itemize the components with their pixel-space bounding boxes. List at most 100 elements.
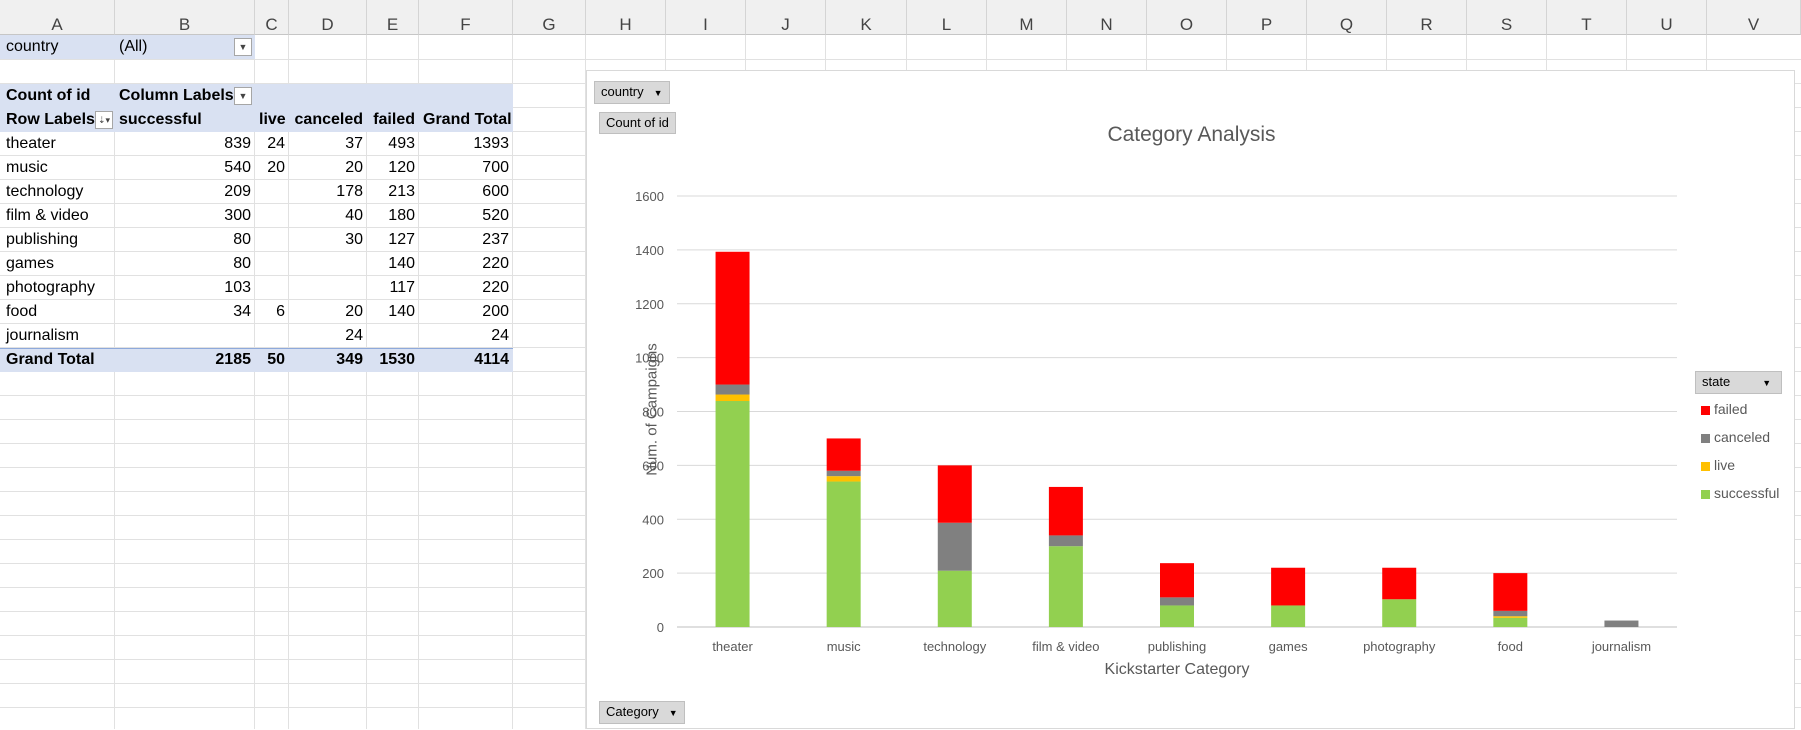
- column-header-I[interactable]: I: [666, 0, 746, 35]
- pivot-cell-successful[interactable]: 209: [224, 183, 251, 200]
- pivot-cell-live[interactable]: 20: [267, 159, 285, 176]
- bar-successful[interactable]: [1382, 599, 1417, 627]
- pivot-cell-live[interactable]: [255, 276, 289, 300]
- bar-successful[interactable]: [1271, 605, 1306, 627]
- pivot-cell-total[interactable]: 24: [491, 327, 509, 344]
- grand-total-label[interactable]: Grand Total: [6, 351, 95, 368]
- column-header-A[interactable]: A: [0, 0, 115, 35]
- legend-item-canceled[interactable]: canceled: [1701, 429, 1770, 445]
- pivot-cell-canceled[interactable]: 20: [345, 303, 363, 320]
- column-header-B[interactable]: B: [115, 0, 255, 35]
- pivot-cell-failed[interactable]: 213: [388, 183, 415, 200]
- bar-canceled[interactable]: [1048, 535, 1083, 547]
- column-header-D[interactable]: D: [289, 0, 367, 35]
- column-header-S[interactable]: S: [1467, 0, 1547, 35]
- bar-successful[interactable]: [1160, 605, 1194, 627]
- column-header-V[interactable]: V: [1707, 0, 1801, 35]
- bar-successful[interactable]: [1493, 617, 1528, 627]
- pivot-cell-canceled[interactable]: 37: [345, 135, 363, 152]
- column-header-E[interactable]: E: [367, 0, 419, 35]
- category-chart[interactable]: country ▼ Count of id Category Analysis N…: [586, 70, 1795, 729]
- column-header-J[interactable]: J: [746, 0, 826, 35]
- pivot-cell-live[interactable]: [255, 324, 289, 348]
- pivot-cell-canceled[interactable]: 24: [345, 327, 363, 344]
- column-header-H[interactable]: H: [586, 0, 666, 35]
- bar-failed[interactable]: [826, 438, 861, 471]
- bar-successful[interactable]: [1048, 546, 1083, 627]
- column-header-M[interactable]: M: [987, 0, 1067, 35]
- pivot-cell-live[interactable]: [255, 228, 289, 252]
- bar-failed[interactable]: [1271, 567, 1306, 606]
- bar-live[interactable]: [1493, 616, 1528, 618]
- pivot-cell-failed[interactable]: 120: [388, 159, 415, 176]
- column-header-L[interactable]: L: [907, 0, 987, 35]
- pivot-cell-total[interactable]: 200: [482, 303, 509, 320]
- bar-failed[interactable]: [1493, 573, 1528, 611]
- country-field-button[interactable]: country ▼: [594, 81, 670, 104]
- pivot-cell-canceled[interactable]: [289, 252, 367, 276]
- pivot-cell-canceled[interactable]: 178: [336, 183, 363, 200]
- pivot-row-label[interactable]: theater: [6, 135, 56, 152]
- column-header-N[interactable]: N: [1067, 0, 1147, 35]
- pivot-cell-canceled[interactable]: 40: [345, 207, 363, 224]
- pivot-cell-failed[interactable]: [367, 324, 419, 348]
- pivot-cell-live[interactable]: 6: [276, 303, 285, 320]
- grand-total-canceled[interactable]: 349: [336, 351, 363, 368]
- pivot-cell-total[interactable]: 1393: [473, 135, 509, 152]
- pivot-row-label[interactable]: technology: [6, 183, 84, 200]
- pivot-cell-successful[interactable]: 540: [224, 159, 251, 176]
- legend-item-live[interactable]: live: [1701, 457, 1735, 473]
- pivot-cell-live[interactable]: [255, 204, 289, 228]
- column-labels-dropdown-icon[interactable]: ▼: [234, 87, 252, 105]
- bar-failed[interactable]: [715, 251, 750, 385]
- column-header-T[interactable]: T: [1547, 0, 1627, 35]
- filter-value[interactable]: (All): [119, 38, 148, 55]
- pivot-cell-failed[interactable]: 140: [388, 255, 415, 272]
- pivot-row-label[interactable]: games: [6, 255, 55, 272]
- bar-live[interactable]: [826, 476, 861, 482]
- pivot-cell-live[interactable]: [255, 180, 289, 204]
- value-field-button[interactable]: Count of id: [599, 112, 676, 134]
- pivot-row-label[interactable]: photography: [6, 279, 95, 296]
- pivot-cell-live[interactable]: 24: [267, 135, 285, 152]
- grand-total-successful[interactable]: 2185: [215, 351, 251, 368]
- bar-failed[interactable]: [1160, 563, 1194, 598]
- bar-canceled[interactable]: [826, 470, 861, 477]
- pivot-row-label[interactable]: journalism: [6, 327, 79, 344]
- pivot-cell-total[interactable]: 220: [482, 279, 509, 296]
- bar-canceled[interactable]: [1160, 597, 1194, 606]
- column-header-Q[interactable]: Q: [1307, 0, 1387, 35]
- pivot-cell-successful[interactable]: 80: [233, 255, 251, 272]
- category-field-button[interactable]: Category ▼: [599, 701, 685, 724]
- pivot-cell-successful[interactable]: 103: [224, 279, 251, 296]
- bar-successful[interactable]: [826, 481, 861, 627]
- pivot-cell-failed[interactable]: 180: [388, 207, 415, 224]
- pivot-cell-successful[interactable]: 839: [224, 135, 251, 152]
- column-header-P[interactable]: P: [1227, 0, 1307, 35]
- bar-live[interactable]: [715, 394, 750, 401]
- pivot-cell-total[interactable]: 700: [482, 159, 509, 176]
- pivot-row-label[interactable]: film & video: [6, 207, 89, 224]
- filter-dropdown-icon[interactable]: ▼: [234, 38, 252, 56]
- grand-total-live[interactable]: 50: [267, 351, 285, 368]
- pivot-cell-live[interactable]: [255, 252, 289, 276]
- bar-canceled[interactable]: [1493, 610, 1528, 617]
- pivot-cell-failed[interactable]: 127: [388, 231, 415, 248]
- pivot-row-label[interactable]: music: [6, 159, 48, 176]
- grand-total-failed[interactable]: 1530: [379, 351, 415, 368]
- pivot-cell-failed[interactable]: 117: [389, 279, 415, 296]
- column-header-U[interactable]: U: [1627, 0, 1707, 35]
- column-header-G[interactable]: G: [513, 0, 586, 35]
- pivot-cell-successful[interactable]: 80: [233, 231, 251, 248]
- pivot-cell-canceled[interactable]: 30: [345, 231, 363, 248]
- bar-failed[interactable]: [1048, 486, 1083, 536]
- state-field-button[interactable]: state ▼: [1695, 371, 1782, 394]
- legend-item-failed[interactable]: failed: [1701, 401, 1747, 417]
- bar-failed[interactable]: [937, 465, 972, 523]
- bar-failed[interactable]: [1382, 567, 1417, 600]
- pivot-cell-failed[interactable]: 493: [388, 135, 415, 152]
- row-labels-sort-icon[interactable]: ⇣▾: [95, 111, 113, 129]
- pivot-row-label[interactable]: food: [6, 303, 38, 320]
- bar-canceled[interactable]: [937, 522, 972, 571]
- pivot-cell-failed[interactable]: 140: [388, 303, 415, 320]
